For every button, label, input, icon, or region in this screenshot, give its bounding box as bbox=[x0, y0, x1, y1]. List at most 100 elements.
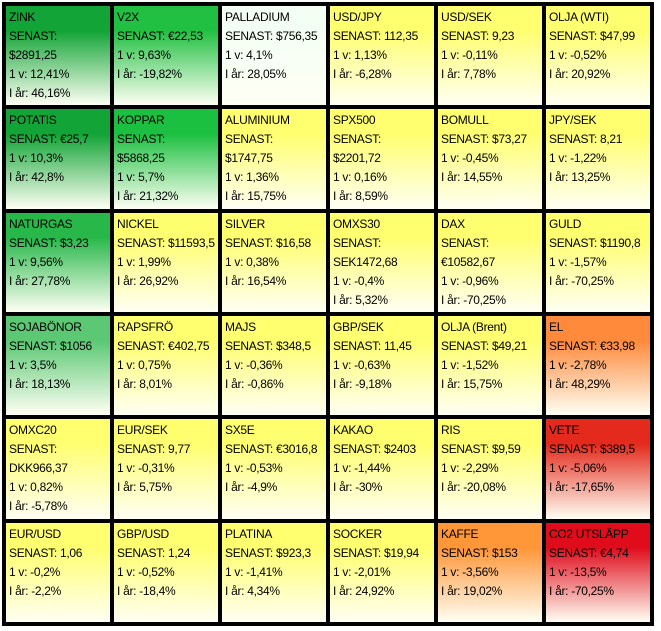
cell: V2X SENAST: €22,53 1 v: 9,63% I år: -19,82% bbox=[114, 6, 218, 106]
cell-name: SOJABÖNOR bbox=[9, 320, 82, 334]
cell: RAPSFRÖ SENAST: €402,75 1 v: 0,75% I år: 8,… bbox=[114, 316, 218, 416]
cell: KAFFE SENAST: $153 1 v: -3,56% I år: 19,02% bbox=[438, 522, 542, 622]
cell-name: GULD bbox=[549, 216, 582, 231]
cell-week: 1 v: -13,5% bbox=[549, 564, 607, 579]
cell-latest: SENAST: $2891,25 bbox=[9, 29, 57, 62]
cell: RIS SENAST: $9,59 1 v: -2,29% I år: -20,08% bbox=[438, 419, 542, 519]
cell-week: 1 v: 1,13% bbox=[333, 48, 387, 62]
cell: KOPPAR SENAST: $5868,25 1 v: 5,7% I år: 21,… bbox=[114, 109, 218, 209]
cell-name: USD/JPY bbox=[333, 10, 382, 24]
cell-year: I år: 42,8% bbox=[9, 170, 64, 185]
cell-week: 1 v: -0,52% bbox=[117, 564, 175, 579]
cell-week: 1 v: 9,56% bbox=[9, 254, 63, 269]
cell-latest: SENAST: $16,58 bbox=[225, 235, 311, 250]
cell-latest: SENAST: DKK966,37 bbox=[9, 442, 68, 476]
cell-latest: SENAST: 1,24 bbox=[117, 545, 191, 560]
cell: OLJA (WTI) SENAST: $47,99 1 v: -0,52% I år:… bbox=[546, 6, 650, 106]
cell-year: I år: 18,13% bbox=[9, 377, 71, 391]
cell: POTATIS SENAST: €25,7 1 v: 10,3% I år: 42,8… bbox=[6, 109, 110, 209]
cell: USD/SEK SENAST: 9,23 1 v: -0,11% I år: 7,78… bbox=[438, 6, 542, 106]
cell-week: 1 v: -1,41% bbox=[225, 564, 283, 579]
cell-year: I år: 48,29% bbox=[549, 377, 611, 391]
cell-latest: SENAST: €25,7 bbox=[9, 132, 89, 147]
cell-name: KOPPAR bbox=[117, 113, 165, 128]
cell: NATURGAS SENAST: $3,23 1 v: 9,56% I år: 27,… bbox=[6, 212, 110, 312]
cell-latest: SENAST: $389,5 bbox=[549, 442, 635, 457]
cell-latest: SENAST: 9,23 bbox=[441, 29, 515, 43]
cell-name: MAJS bbox=[225, 320, 256, 334]
cell: CO2 UTSLÄPP SENAST: €4,74 1 v: -13,5% I år:… bbox=[546, 522, 650, 622]
cell-week: 1 v: 5,7% bbox=[117, 170, 165, 185]
cell-latest: SENAST: $47,99 bbox=[549, 29, 635, 43]
cell-latest: SENAST: €33,98 bbox=[549, 339, 635, 353]
cell-latest: SENAST: $49,21 bbox=[441, 339, 527, 353]
cell-name: CO2 UTSLÄPP bbox=[549, 526, 629, 541]
cell-week: 1 v: 1,99% bbox=[117, 254, 171, 269]
board: ZINK SENAST: $2891,25 1 v: 12,41% I år: 46,… bbox=[2, 2, 654, 626]
cell-year: I år: 14,55% bbox=[441, 170, 503, 185]
cell-latest: SENAST: €10582,67 bbox=[441, 235, 496, 269]
cell: BOMULL SENAST: $73,27 1 v: -0,45% I år: 14,… bbox=[438, 109, 542, 209]
cell-name: DAX bbox=[441, 216, 465, 231]
cell-latest: SENAST: €402,75 bbox=[117, 339, 210, 353]
cell-week: 1 v: 0,75% bbox=[117, 358, 171, 372]
cell-latest: SENAST: $3,23 bbox=[9, 235, 89, 250]
cell-latest: SENAST: $2201,72 bbox=[333, 132, 381, 166]
cell-week: 1 v: -3,56% bbox=[441, 564, 499, 579]
cell-year: I år: 7,78% bbox=[441, 67, 496, 81]
cell: SPX500 SENAST: $2201,72 1 v: 0,16% I år: 8,… bbox=[330, 109, 434, 209]
cell-name: OLJA (WTI) bbox=[549, 10, 609, 24]
cell: NICKEL SENAST: $11593,5 1 v: 1,99% I år: 26… bbox=[114, 212, 218, 312]
cell-week: 1 v: -0,36% bbox=[225, 358, 283, 372]
cell-year: I år: -4,9% bbox=[225, 480, 278, 495]
cell-name: EUR/SEK bbox=[117, 423, 168, 438]
cell-week: 1 v: 0,38% bbox=[225, 254, 279, 269]
cell-year: I år: -5,78% bbox=[9, 499, 68, 514]
cell-name: OMXS30 bbox=[333, 216, 380, 231]
cell-name: V2X bbox=[117, 10, 139, 24]
cell-latest: SENAST: $348,5 bbox=[225, 339, 311, 353]
cell-name: NICKEL bbox=[117, 216, 159, 231]
cell-week: 1 v: 12,41% bbox=[9, 67, 70, 81]
cell: USD/JPY SENAST: 112,35 1 v: 1,13% I år: -6,… bbox=[330, 6, 434, 106]
cell-name: KAKAO bbox=[333, 423, 373, 438]
cell-name: GBP/SEK bbox=[333, 320, 384, 334]
cell-name: OLJA (Brent) bbox=[441, 320, 507, 334]
cell-latest: SENAST: €22,53 bbox=[117, 29, 203, 43]
cell-year: I år: 5,75% bbox=[117, 480, 172, 495]
cell-week: 1 v: 0,82% bbox=[9, 480, 63, 495]
cell-week: 1 v: -0,45% bbox=[441, 151, 499, 166]
cell-year: I år: -9,18% bbox=[333, 377, 392, 391]
cell-week: 1 v: -1,57% bbox=[549, 254, 607, 269]
cell-name: SPX500 bbox=[333, 113, 376, 128]
cell-name: RIS bbox=[441, 423, 461, 438]
cell: JPY/SEK SENAST: 8,21 1 v: -1,22% I år: 13,2… bbox=[546, 109, 650, 209]
cell-week: 1 v: -0,31% bbox=[117, 461, 175, 476]
cell: EUR/USD SENAST: 1,06 1 v: -0,2% I år: -2,2% bbox=[6, 522, 110, 622]
cell-week: 1 v: -2,78% bbox=[549, 358, 607, 372]
cell: OMXS30 SENAST: SEK1472,68 1 v: -0,4% I år: … bbox=[330, 212, 434, 312]
cell-week: 1 v: -2,01% bbox=[333, 564, 391, 579]
cell-year: I år: 28,05% bbox=[225, 67, 287, 81]
cell-year: I år: 26,92% bbox=[117, 273, 179, 288]
cell-name: SOCKER bbox=[333, 526, 382, 541]
cell-week: 1 v: -1,52% bbox=[441, 358, 499, 372]
cell-week: 1 v: -2,29% bbox=[441, 461, 499, 476]
cell-week: 1 v: -0,52% bbox=[549, 48, 607, 62]
cell-latest: SENAST: $11593,5 bbox=[117, 235, 215, 250]
cell-latest: SENAST: $1747,75 bbox=[225, 132, 273, 166]
cell-latest: SENAST: 11,45 bbox=[333, 339, 412, 353]
cell-latest: SENAST: $1190,8 bbox=[549, 235, 641, 250]
cell-week: 1 v: -0,2% bbox=[9, 564, 61, 579]
cell: PLATINA SENAST: $923,3 1 v: -1,41% I år: 4,… bbox=[222, 522, 326, 622]
cell: SX5E SENAST: €3016,8 1 v: -0,53% I år: -4,9… bbox=[222, 419, 326, 519]
cell: PALLADIUM SENAST: $756,35 1 v: 4,1% I år: 2… bbox=[222, 6, 326, 106]
cell-year: I år: -18,4% bbox=[117, 583, 176, 598]
cell-year: I år: 27,78% bbox=[9, 273, 71, 288]
cell-year: I år: 16,54% bbox=[225, 273, 287, 288]
cell-year: I år: 15,75% bbox=[225, 189, 287, 204]
cell-name: SX5E bbox=[225, 423, 255, 438]
cell-week: 1 v: -1,44% bbox=[333, 461, 391, 476]
cell-latest: SENAST: $153 bbox=[441, 545, 518, 560]
